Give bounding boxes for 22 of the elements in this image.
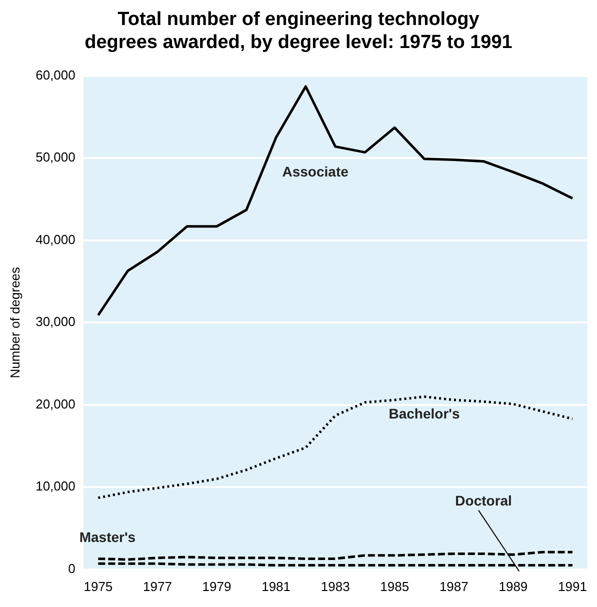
x-tick-label: 1975 — [84, 578, 113, 594]
y-tick-label: 50,000 — [36, 150, 76, 165]
x-tick-label: 1983 — [320, 578, 350, 594]
x-tick-label: 1987 — [439, 578, 468, 594]
x-tick-label: 1977 — [143, 578, 172, 594]
y-tick-label: 20,000 — [36, 396, 76, 412]
chart-title: Total number of engineering technology degrees awarded, by degree level: 1975 to 1991 — [84, 8, 514, 54]
y-tick-label: 30,000 — [36, 314, 76, 330]
series-label: Master's — [79, 528, 136, 545]
x-tick-label: 1979 — [202, 578, 232, 594]
y-tick-label: 0 — [68, 560, 76, 576]
x-tick-label: 1991 — [558, 578, 587, 594]
y-tick-label: 40,000 — [36, 232, 76, 247]
text: Doctoral — [455, 492, 512, 508]
x-tick-label: 1981 — [262, 578, 291, 594]
y-tick-label: 10,000 — [36, 478, 76, 494]
series-label: Associate — [282, 164, 349, 180]
x-tick-label: 1989 — [498, 578, 528, 594]
y-tick-label: 60,000 — [36, 67, 76, 82]
y-axis-title: Number of degrees — [7, 266, 22, 378]
x-tick-label: 1985 — [380, 578, 410, 594]
series-label: Bachelor's — [388, 406, 460, 422]
